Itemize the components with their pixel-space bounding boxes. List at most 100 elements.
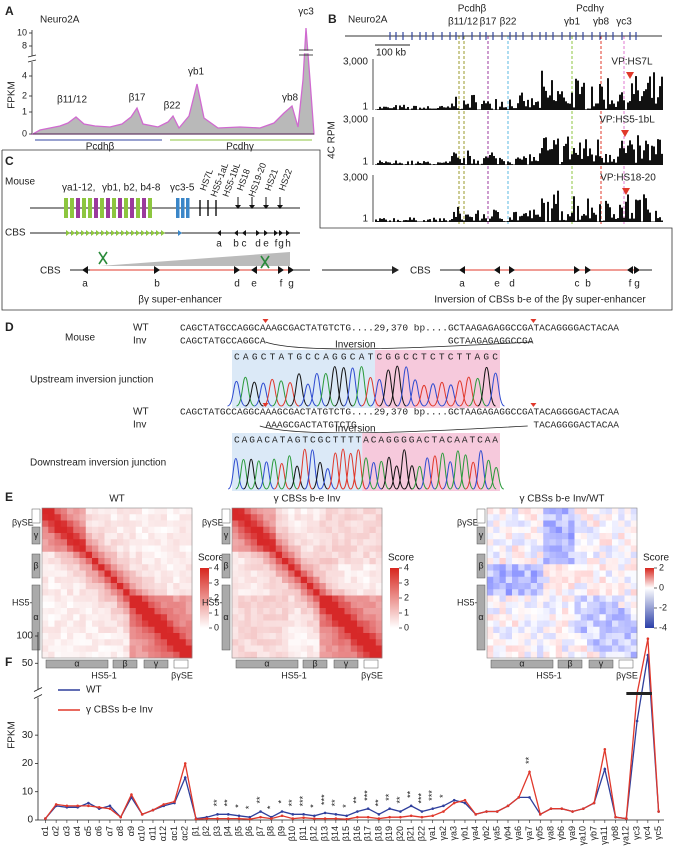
heatmap-cell <box>48 508 55 515</box>
heatmap-cell <box>167 514 174 521</box>
heatmap-cell <box>505 576 513 584</box>
heatmap-cell <box>123 533 130 540</box>
heatmap-cell <box>363 620 370 628</box>
heatmap-cell <box>630 595 638 603</box>
heatmap-cell <box>605 639 613 646</box>
heatmap-cell <box>512 645 519 653</box>
x-tick-label: γb8 <box>610 826 620 841</box>
heatmap-cell <box>580 558 588 565</box>
heatmap-cell <box>288 558 295 565</box>
heatmap-cell <box>288 633 295 640</box>
cbs-label: CBS <box>410 266 431 277</box>
heatmap-cell <box>104 589 112 596</box>
heatmap-cell <box>332 520 339 528</box>
track-bar <box>401 163 403 165</box>
heatmap-cell <box>85 570 93 578</box>
heatmap-cell <box>580 583 588 590</box>
heatmap-cell <box>363 583 370 590</box>
heatmap-cell <box>282 514 289 521</box>
heatmap-cell <box>338 595 345 603</box>
heatmap-cell <box>543 520 550 528</box>
heatmap-cell <box>593 539 600 546</box>
track-bar <box>627 145 629 165</box>
heatmap-cell <box>363 651 370 659</box>
track-bar <box>395 221 397 222</box>
track-bar <box>657 97 659 110</box>
heatmap-cell <box>160 651 168 659</box>
heatmap-cell <box>524 608 532 615</box>
track-bar <box>379 106 381 110</box>
y-axis-label: 4C RPM <box>327 121 338 159</box>
cluster-label: β <box>223 560 228 570</box>
heatmap-cell <box>167 564 174 571</box>
heatmap-cell <box>154 533 162 540</box>
heatmap-cell <box>269 520 277 528</box>
heatmap-cell <box>587 570 594 578</box>
heatmap-cell <box>110 558 118 565</box>
heatmap-cell <box>110 508 118 515</box>
heatmap-cell <box>350 558 358 565</box>
heatmap-cell <box>357 508 364 515</box>
track-bar <box>403 104 405 110</box>
heatmap-cell <box>73 639 80 646</box>
heatmap-cell <box>307 539 314 546</box>
track-bar <box>567 214 569 222</box>
point <box>603 747 607 751</box>
track-bar <box>431 164 433 165</box>
heatmap-cell <box>624 589 632 596</box>
heatmap-cell <box>555 620 563 628</box>
heatmap-cell <box>313 539 320 546</box>
heatmap-cell <box>518 645 525 653</box>
heatmap-cell <box>587 595 594 603</box>
track-bar <box>641 221 643 222</box>
track-bar <box>471 95 473 110</box>
x-tick-label: α11 <box>147 826 157 841</box>
heatmap-cell <box>618 564 625 571</box>
x-tick-label: γa4 <box>470 826 480 841</box>
heatmap-cell <box>135 558 143 565</box>
heatmap-cell <box>325 589 333 596</box>
track-bar <box>575 78 577 110</box>
heatmap-cell <box>580 608 588 615</box>
heatmap-cell <box>142 595 149 603</box>
track-bar <box>385 161 387 165</box>
heatmap-cell <box>357 533 364 540</box>
gene-exon <box>181 198 185 218</box>
heatmap-cell <box>350 583 358 590</box>
track-bar <box>527 99 529 110</box>
track-bar <box>557 91 559 110</box>
trace-peak <box>334 448 352 490</box>
heatmap-cell <box>487 526 494 534</box>
heatmap-cell <box>244 564 252 571</box>
trace-peak <box>350 449 367 490</box>
heatmap-cell <box>593 633 600 640</box>
heatmap-cell <box>568 570 575 578</box>
heatmap-cell <box>179 614 187 621</box>
heatmap-cell <box>232 539 239 546</box>
cbs-site: f <box>275 239 278 250</box>
y-tick-label: 100 <box>16 631 33 642</box>
heatmap-cell <box>612 570 619 578</box>
heatmap-cell <box>98 583 105 590</box>
heatmap-cell <box>499 539 507 546</box>
heatmap-cell <box>599 626 607 634</box>
heatmap-cell <box>313 633 320 640</box>
track-bar <box>441 220 443 222</box>
track-bar <box>639 199 641 222</box>
heatmap-cell <box>167 520 174 528</box>
heatmap-cell <box>98 651 105 659</box>
y-tick-label: 3,000 <box>343 57 368 68</box>
heatmap-cell <box>294 514 302 521</box>
cbs-triangle <box>256 230 260 236</box>
track-bar <box>543 138 545 165</box>
heatmap-cell <box>357 558 364 565</box>
heatmap-cell <box>524 520 532 528</box>
trace-peak <box>304 449 321 490</box>
heatmap-cell <box>104 545 112 553</box>
heatmap-cell <box>85 626 93 634</box>
heatmap-cell <box>587 645 594 653</box>
track-bar <box>653 146 655 165</box>
heatmap-cell <box>85 608 93 615</box>
point <box>388 807 391 810</box>
heatmap-cell <box>85 583 93 590</box>
